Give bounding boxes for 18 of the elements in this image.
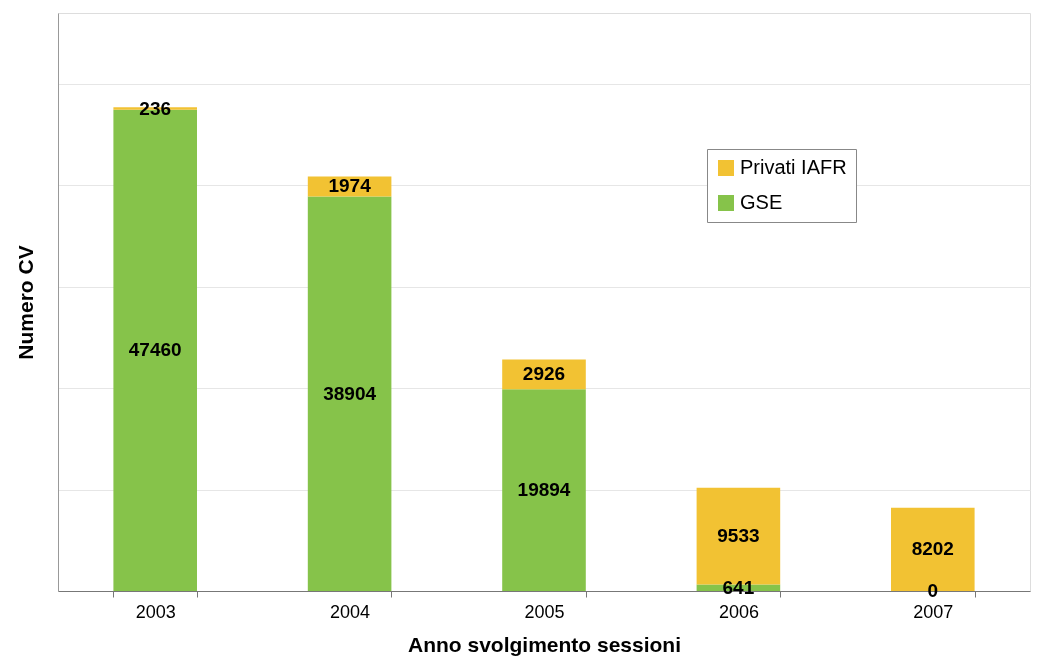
y-axis-title: Numero CV [13, 245, 37, 360]
legend-label: Privati IAFR [740, 156, 847, 178]
x-axis-title: Anno svolgimento sessioni [407, 632, 682, 656]
data-label: 38904 [323, 382, 377, 404]
data-label: 8202 [911, 538, 954, 560]
data-label: 9533 [717, 525, 760, 547]
data-label: 1974 [328, 175, 372, 197]
data-label: 2926 [522, 363, 566, 385]
x-tick-label: 2006 [718, 601, 759, 622]
bar [502, 389, 586, 591]
data-label: 19894 [517, 479, 571, 501]
data-label: 47460 [128, 339, 182, 361]
bar [307, 196, 392, 591]
x-tick-label: 2007 [913, 601, 954, 622]
x-tick-label: 2005 [524, 601, 565, 622]
x-tick-label: 2003 [135, 601, 176, 622]
x-tick-label: 2004 [330, 601, 371, 622]
legend-label: GSE [740, 191, 783, 213]
